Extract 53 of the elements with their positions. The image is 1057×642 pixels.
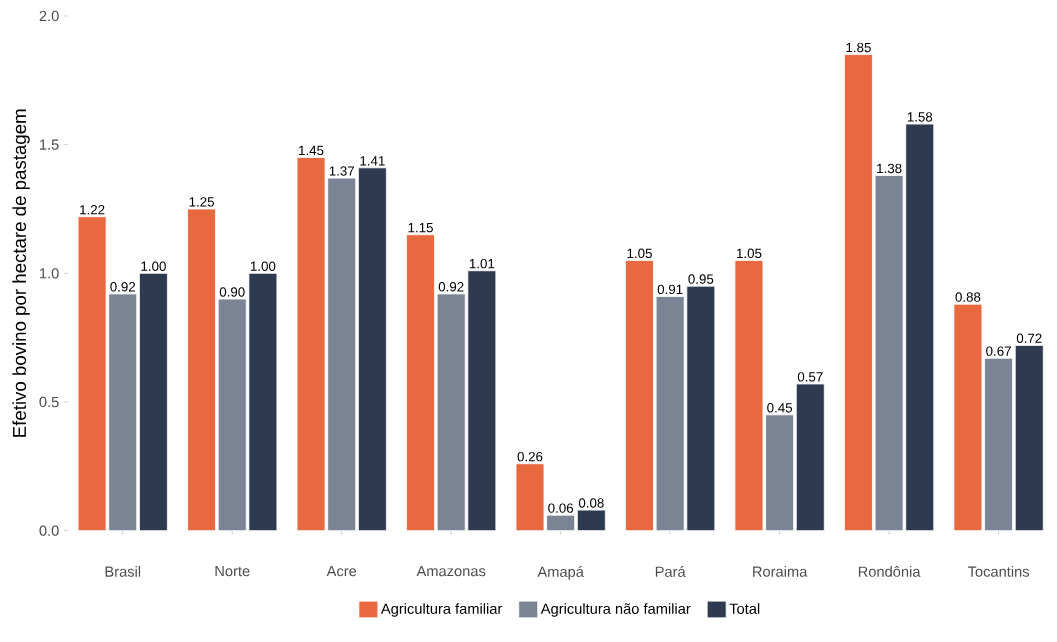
x-tick-label: Amapá — [537, 566, 584, 580]
data-label: 1.01 — [469, 258, 495, 269]
data-label: 1.37 — [329, 166, 355, 176]
legend-label: Total — [729, 603, 760, 614]
data-label: 1.41 — [360, 156, 385, 166]
data-label: 1.00 — [141, 261, 166, 271]
y-tick-label: 2.0 — [39, 10, 59, 22]
x-tick-label: Amazonas — [416, 566, 486, 577]
legend-label: Agricultura familiar — [380, 603, 503, 617]
data-label: 1.15 — [408, 223, 433, 233]
data-label: 1.22 — [80, 205, 105, 215]
x-tick-label: Pará — [655, 566, 686, 577]
data-label: 0.08 — [578, 498, 604, 508]
bar — [576, 509, 606, 532]
bar — [139, 272, 168, 532]
data-label: 0.95 — [688, 274, 714, 284]
y-tick-label: 1.5 — [40, 139, 59, 150]
data-label: 0.92 — [438, 282, 464, 292]
data-label: 0.06 — [548, 503, 574, 513]
y-tick-label: 0.5 — [39, 396, 59, 408]
bar — [625, 260, 654, 532]
x-tick-label: Tocantins — [967, 566, 1030, 577]
data-label: 0.72 — [1016, 333, 1042, 343]
bar — [406, 234, 435, 532]
y-tick-label: 1.0 — [40, 268, 59, 279]
data-label: 0.45 — [767, 403, 793, 413]
bar — [357, 167, 387, 532]
data-label: 1.85 — [846, 42, 871, 53]
data-label: 0.90 — [219, 287, 245, 297]
data-label: 1.05 — [627, 248, 652, 259]
x-tick-label: Norte — [215, 566, 250, 577]
data-label: 0.57 — [797, 372, 823, 382]
data-label: 1.45 — [299, 145, 324, 156]
data-label: 1.58 — [907, 112, 933, 122]
legend-label: Agricultura não familiar — [540, 603, 691, 617]
data-label: 0.91 — [657, 284, 683, 295]
data-label: 0.67 — [986, 346, 1011, 356]
bar — [795, 383, 825, 532]
x-tick-label: Roraima — [753, 566, 808, 577]
data-label: 1.00 — [250, 261, 276, 271]
x-tick-label: Brasil — [105, 566, 141, 577]
x-tick-label: Acre — [326, 566, 357, 577]
data-label: 0.92 — [110, 282, 136, 292]
y-axis-title: Efetivo bovino por hectare de pastagem — [12, 109, 30, 437]
data-label: 1.25 — [189, 197, 214, 207]
y-tick-label: 0.0 — [39, 525, 59, 536]
bar — [1014, 344, 1044, 532]
data-label: 1.38 — [877, 163, 902, 174]
x-tick-label: Rondônia — [858, 566, 921, 577]
data-label: 0.26 — [517, 451, 543, 462]
bar — [187, 208, 216, 532]
data-label: 0.88 — [955, 292, 981, 302]
data-label: 1.05 — [737, 248, 762, 259]
